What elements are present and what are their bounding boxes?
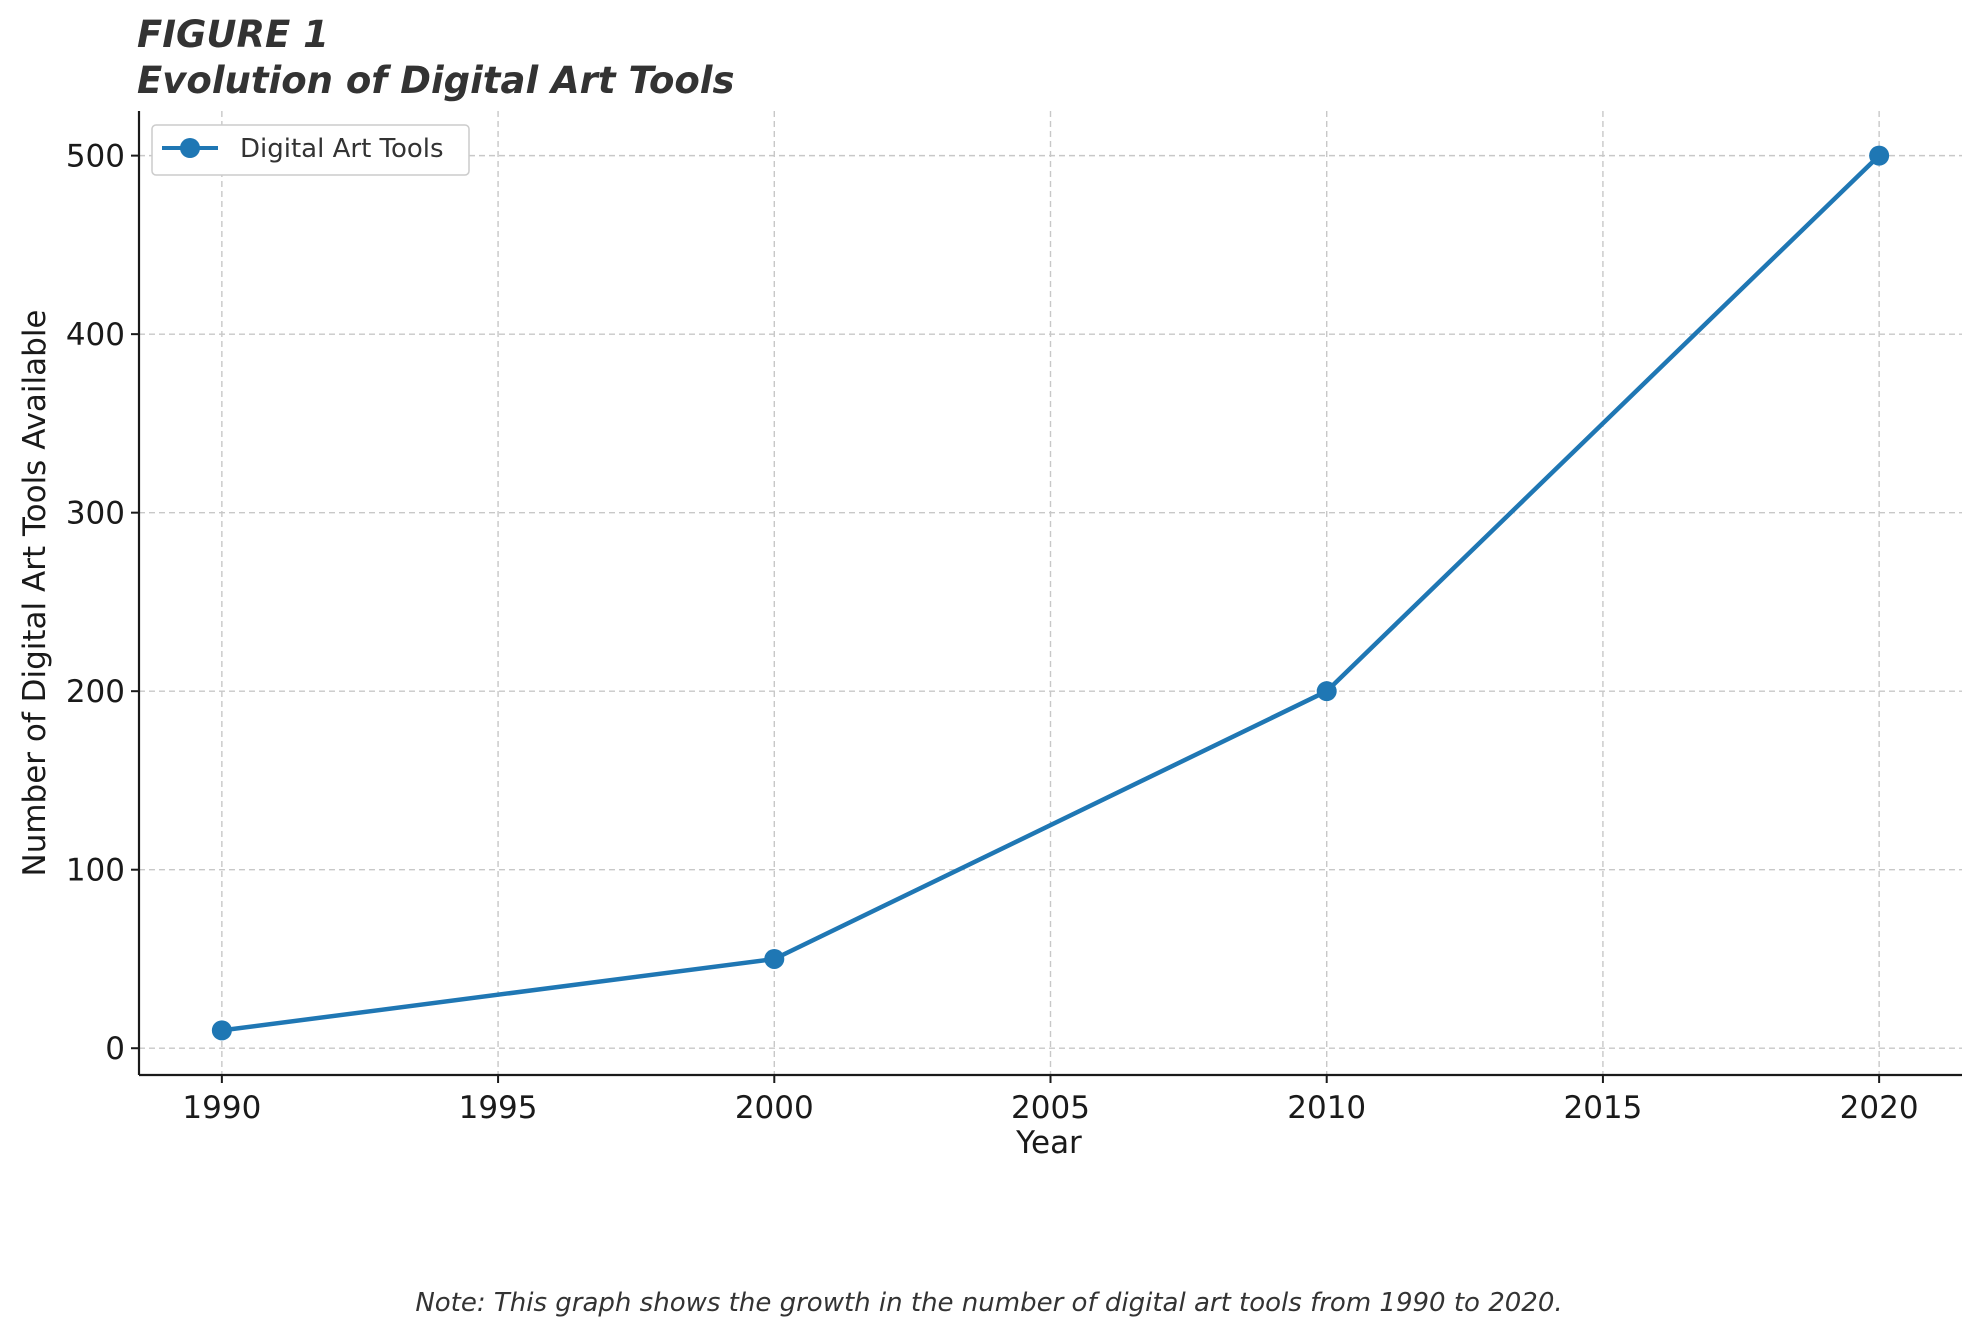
legend-box [151, 124, 470, 176]
grid [139, 111, 1962, 1075]
y-tick-label: 400 [66, 317, 125, 353]
y-tick-label: 300 [66, 496, 125, 532]
series-line [219, 153, 1882, 1033]
x-tick-label: 1995 [459, 1090, 538, 1126]
x-tick-label: 1990 [182, 1090, 261, 1126]
x-tick-label: 2020 [1840, 1090, 1919, 1126]
x-ticks: 1990 1995 2000 2005 2010 2015 2020 [182, 1075, 1919, 1126]
figure-label: FIGURE 1 [137, 13, 329, 56]
series-layer [211, 145, 1890, 1041]
figure-title: Evolution of Digital Art Tools [137, 59, 735, 102]
x-tick-label: 2010 [1287, 1090, 1366, 1126]
y-ticks: 0 100 200 300 400 500 [66, 139, 139, 1067]
x-tick-label: 2005 [1011, 1090, 1090, 1126]
x-tick-label: 2000 [735, 1090, 814, 1126]
legend-marker-swatch [180, 138, 200, 158]
y-axis-label: Number of Digital Art Tools Available [17, 309, 53, 876]
x-tick-label: 2015 [1563, 1090, 1642, 1126]
x-axis-label: Year [1015, 1125, 1082, 1161]
legend-label: Digital Art Tools [240, 134, 444, 164]
data-point [1869, 145, 1890, 166]
data-point [764, 948, 785, 969]
figure-note: Note: This graph shows the growth in the… [415, 1288, 1562, 1318]
legend: Digital Art Tools [151, 124, 470, 176]
y-tick-label: 100 [66, 853, 125, 889]
y-tick-label: 0 [105, 1031, 125, 1067]
y-tick-label: 500 [66, 139, 125, 175]
data-point [211, 1020, 232, 1041]
y-tick-label: 200 [66, 674, 125, 710]
data-point [1316, 681, 1337, 702]
